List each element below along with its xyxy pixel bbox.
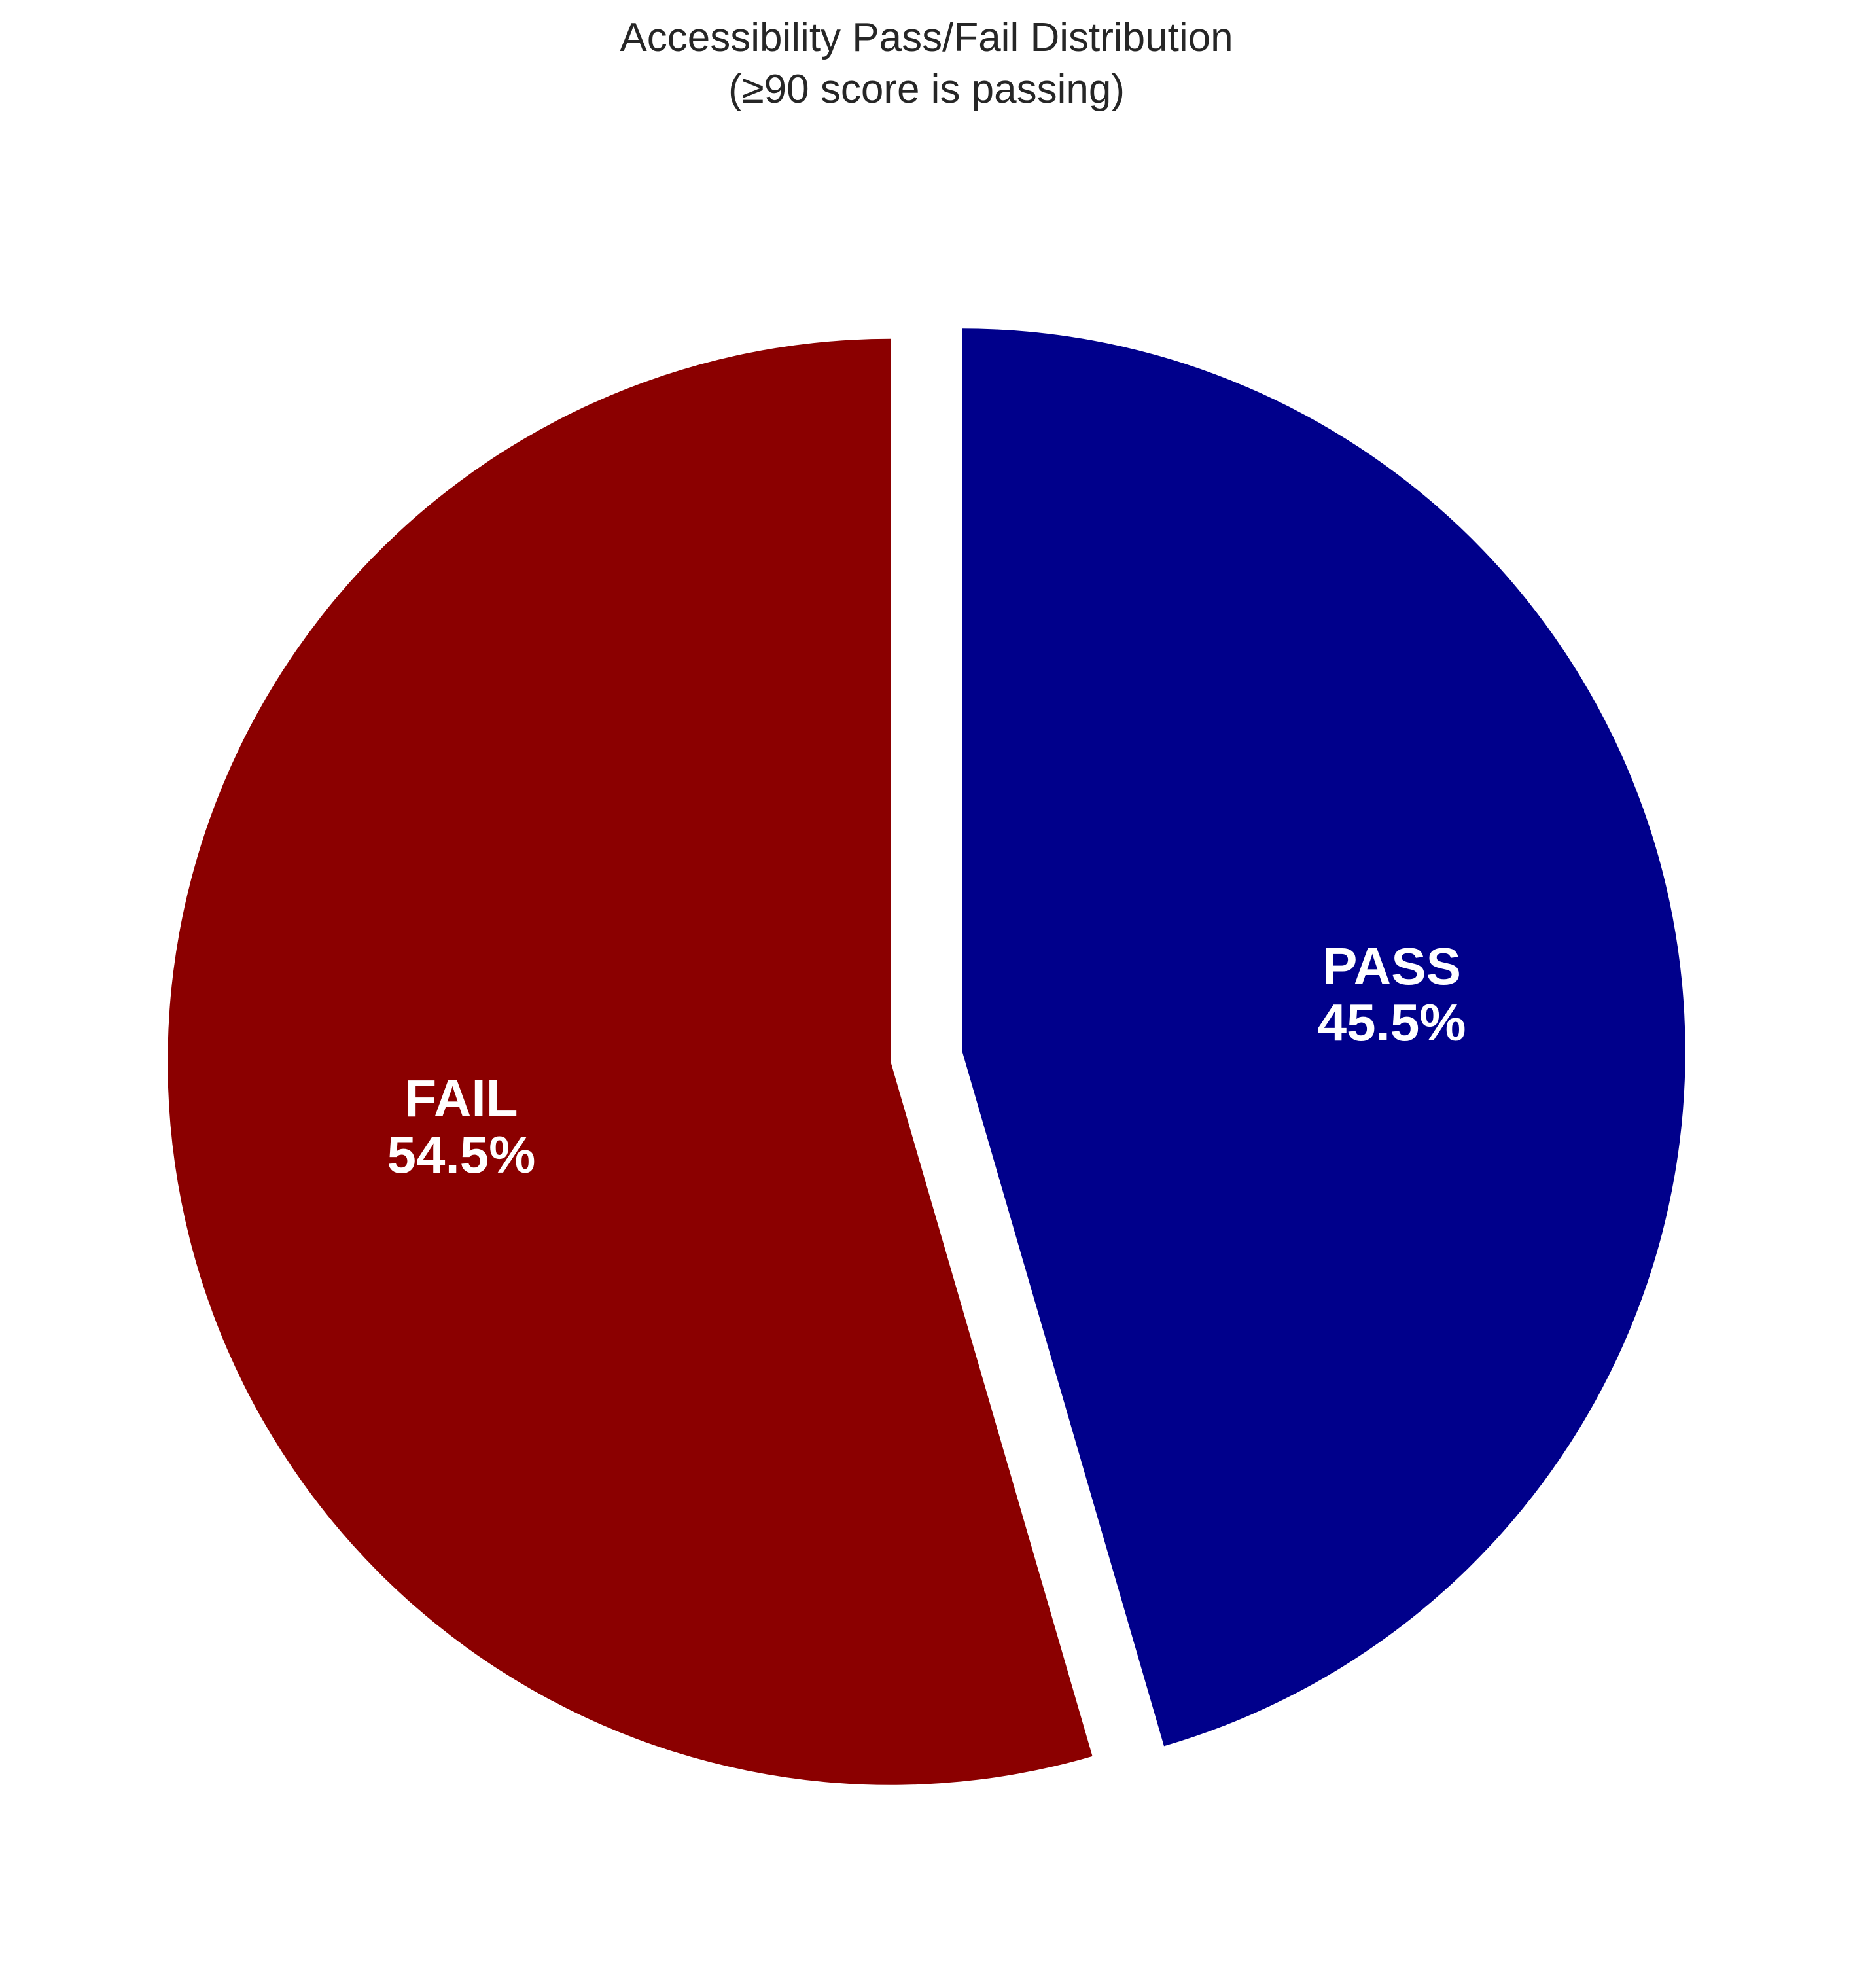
slice-percent-pass: 45.5% xyxy=(1318,993,1466,1052)
slice-label-fail: FAIL xyxy=(404,1069,518,1127)
slice-label-pass: PASS xyxy=(1322,937,1461,995)
chart-subtitle: (≥90 score is passing) xyxy=(728,67,1125,112)
slice-percent-fail: 54.5% xyxy=(387,1126,535,1184)
pie-slices xyxy=(168,328,1685,1785)
pie-slice-fail xyxy=(168,338,1093,1785)
chart-title: Accessibility Pass/Fail Distribution xyxy=(620,15,1233,60)
pie-slice-pass xyxy=(962,328,1685,1747)
